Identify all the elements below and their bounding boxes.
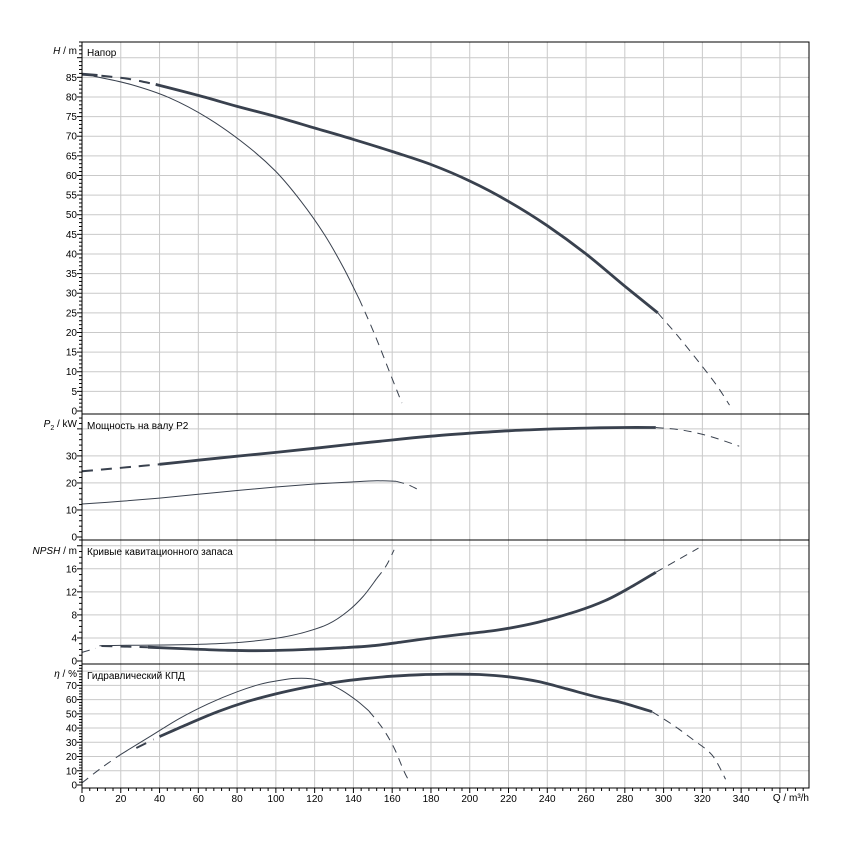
- y-tick-label: 40: [66, 724, 78, 735]
- x-tick-label: 20: [115, 794, 127, 805]
- y-tick-label: 35: [66, 269, 78, 280]
- y-tick-label: 20: [66, 478, 78, 489]
- y-tick-label: 20: [66, 752, 78, 763]
- curve-secondary-curve: [395, 480, 420, 491]
- curves: [81, 72, 740, 784]
- x-tick-label: 160: [384, 794, 401, 805]
- curve-secondary-curve: [81, 753, 122, 784]
- x-tick-label: 180: [423, 794, 440, 805]
- x-tick-label: 100: [268, 794, 285, 805]
- frame: [81, 41, 810, 789]
- y-axis-label-npsh: NPSH / m: [32, 546, 77, 557]
- y-tick-label: 25: [66, 308, 78, 319]
- y-axis-label-efficiency: η / %: [54, 669, 77, 680]
- chart-title-npsh: Кривые кавитационного запаса: [87, 547, 233, 558]
- y-tick-label: 8: [71, 610, 77, 621]
- x-tick-label: 320: [694, 794, 711, 805]
- y-tick-label: 70: [66, 681, 78, 692]
- y-tick-label: 30: [66, 738, 78, 749]
- y-tick-label: 75: [66, 112, 78, 123]
- gridlines: [82, 42, 809, 788]
- y-tick-label: 80: [66, 92, 78, 103]
- curve-duty-curve: [81, 463, 160, 473]
- y-tick-label: 55: [66, 191, 78, 202]
- y-tick-label: 30: [66, 451, 78, 462]
- curve-secondary-curve: [120, 677, 370, 755]
- y-tick-label: 0: [71, 657, 77, 668]
- y-tick-label: 0: [71, 533, 77, 544]
- y-tick-label: 85: [66, 73, 78, 84]
- curve-duty-curve: [159, 426, 656, 466]
- x-tick-label: 120: [306, 794, 323, 805]
- y-tick-label: 0: [71, 781, 77, 792]
- curve-duty-curve: [135, 738, 155, 749]
- x-tick-label: 80: [232, 794, 244, 805]
- chart-title-head: Напор: [87, 48, 117, 59]
- x-tick-label: 0: [79, 794, 85, 805]
- y-tick-label: 65: [66, 151, 78, 162]
- curve-duty-curve: [101, 74, 156, 86]
- y-tick-label: 15: [66, 348, 78, 359]
- curve-secondary-curve: [93, 75, 360, 300]
- curve-duty-curve: [651, 711, 727, 780]
- y-tick-label: 16: [66, 564, 78, 575]
- curve-duty-curve: [158, 672, 653, 738]
- x-tick-label: 60: [193, 794, 205, 805]
- y-tick-label: 30: [66, 289, 78, 300]
- y-tick-label: 50: [66, 210, 78, 221]
- chart-title-power: Мощность на валу P2: [87, 421, 189, 432]
- y-tick-label: 40: [66, 249, 78, 260]
- curve-secondary-curve: [358, 298, 403, 404]
- x-tick-label: 140: [345, 794, 362, 805]
- x-tick-label: 200: [461, 794, 478, 805]
- y-tick-label: 20: [66, 328, 78, 339]
- y-tick-label: 10: [66, 505, 78, 516]
- curve-duty-curve: [155, 83, 659, 314]
- y-tick-label: 60: [66, 695, 78, 706]
- x-tick-label: 40: [154, 794, 166, 805]
- y-tick-label: 50: [66, 709, 78, 720]
- y-tick-label: 10: [66, 367, 78, 378]
- plot-frame: [81, 41, 810, 789]
- y-tick-label: 70: [66, 132, 78, 143]
- y-tick-label: 0: [71, 407, 77, 418]
- x-tick-label: 220: [500, 794, 517, 805]
- y-tick-label: 12: [66, 587, 78, 598]
- x-axis-label: Q / m³/h: [772, 793, 809, 804]
- x-tick-label: 280: [616, 794, 633, 805]
- curve-duty-curve: [657, 312, 730, 406]
- curve-secondary-curve: [376, 549, 395, 579]
- curve-duty-curve: [655, 427, 740, 447]
- y-axis-label-head: H / m: [53, 46, 77, 57]
- y-tick-label: 10: [66, 766, 78, 777]
- x-tick-label: 340: [733, 794, 750, 805]
- curve-duty-curve: [81, 72, 98, 77]
- curve-secondary-curve: [81, 647, 96, 653]
- x-tick-label: 260: [578, 794, 595, 805]
- curve-duty-curve: [101, 645, 148, 649]
- curve-secondary-curve: [81, 480, 397, 505]
- axis-ticks: [77, 41, 804, 793]
- y-tick-label: 5: [71, 387, 77, 398]
- y-tick-label: 4: [71, 633, 77, 644]
- y-tick-label: 60: [66, 171, 78, 182]
- tick-labels: 0510152025303540455055606570758085010203…: [66, 73, 750, 805]
- curve-secondary-curve: [99, 578, 378, 647]
- curve-duty-curve: [147, 571, 657, 653]
- chart-title-efficiency: Гидравлический КПД: [87, 671, 185, 682]
- x-tick-label: 300: [655, 794, 672, 805]
- y-tick-label: 45: [66, 230, 78, 241]
- y-axis-label-power: P2 / kW: [43, 419, 77, 432]
- x-tick-label: 240: [539, 794, 556, 805]
- curve-duty-curve: [655, 547, 699, 573]
- curve-secondary-curve: [368, 710, 411, 783]
